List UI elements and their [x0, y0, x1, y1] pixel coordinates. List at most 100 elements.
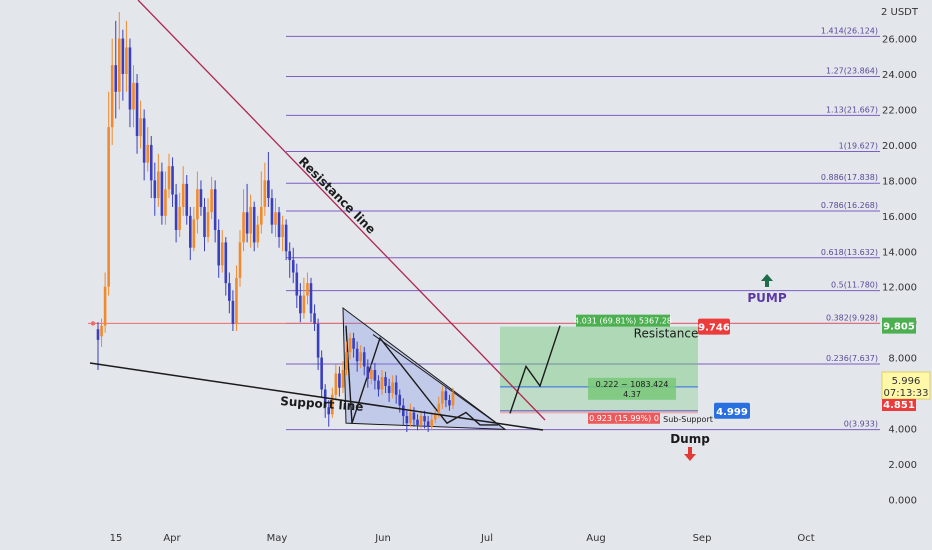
candle-body — [107, 127, 110, 287]
candle-body — [387, 385, 391, 394]
triangle-pattern-layer — [342, 306, 507, 430]
y-tick-label: 22.000 — [882, 105, 917, 116]
resistance-price-text: 9.805 — [883, 322, 915, 333]
axes-layer: 0.0002.0004.0006.0008.00010.00012.00014.… — [110, 7, 931, 544]
candle-body — [110, 65, 114, 128]
y-tick-label: 18.000 — [882, 176, 917, 187]
position-bottom-label: 0.923 (15.99%) 0 — [589, 414, 659, 423]
candle-body — [146, 144, 149, 163]
candle-body — [441, 391, 444, 404]
support-badge-text: 4.999 — [716, 407, 748, 418]
candle-body — [405, 416, 409, 424]
fib-label: 1.13(21.667) — [826, 105, 878, 114]
candle-body — [171, 166, 174, 195]
candle-body — [373, 369, 377, 381]
target-badge-text: 9.746 — [698, 323, 730, 334]
y-tick-label: 0.000 — [888, 495, 917, 506]
candle-body — [348, 338, 352, 353]
candle-body — [299, 295, 302, 314]
candle-body — [345, 352, 348, 370]
candle-body — [302, 295, 306, 314]
candle-body — [433, 414, 437, 420]
candle-body — [164, 189, 167, 216]
candle-body — [231, 300, 235, 324]
current-price-text: 5.996 — [892, 376, 921, 387]
candle-body — [416, 419, 419, 425]
candle-body — [245, 212, 249, 234]
sub-support-price-text: 4.851 — [883, 400, 915, 411]
candle-body — [377, 380, 380, 390]
support-badge[interactable] — [714, 402, 750, 419]
candle-body — [142, 118, 146, 163]
candle-body — [181, 183, 185, 207]
x-tick-label: Oct — [797, 533, 814, 544]
support-trendline — [89, 362, 544, 431]
fib-label: 0.5(11.780) — [831, 281, 878, 290]
candle-body — [448, 400, 451, 406]
candle-body — [114, 65, 118, 92]
candle-body — [341, 369, 345, 388]
candle-body — [149, 144, 153, 181]
y-tick-label: 14.000 — [882, 247, 917, 258]
position-mid-line1: 0.222 ~ 1083.424 — [596, 380, 669, 389]
candle-body — [359, 352, 362, 362]
pump-label: PUMP — [747, 291, 786, 305]
trendlines-layer — [89, 0, 561, 431]
candle-body — [125, 47, 128, 75]
x-tick-label: Jul — [480, 533, 493, 544]
candle-body — [196, 189, 199, 220]
y-tick-label: 4.000 — [888, 424, 917, 435]
y-tick-label: 16.000 — [882, 212, 917, 223]
candle-body — [132, 82, 135, 110]
dump-label: Dump — [670, 432, 710, 446]
candle-body — [263, 180, 267, 207]
candle-body — [157, 171, 160, 199]
candle-body — [203, 206, 206, 238]
fib-label: 0.618(13.632) — [821, 248, 878, 257]
candle-body — [139, 118, 142, 137]
candle-body — [384, 377, 387, 386]
candle-body — [167, 166, 171, 190]
candle-body — [260, 206, 263, 225]
candle-body — [313, 313, 316, 324]
candle-body — [338, 373, 341, 388]
candle-body — [96, 329, 100, 340]
y-tick-label: 26.000 — [882, 35, 917, 46]
y-tick-label: 12.000 — [882, 283, 917, 294]
position-top-tag — [576, 314, 670, 327]
candle-body — [281, 224, 284, 238]
falling-wedge-shape — [342, 306, 507, 430]
position-bottom-tag — [588, 412, 660, 424]
candle-body — [423, 416, 426, 422]
reference-dot — [90, 321, 96, 326]
x-tick-label: Apr — [163, 533, 181, 544]
candles-layer — [96, 12, 455, 433]
candle-body — [213, 189, 217, 230]
candle-body — [288, 251, 291, 261]
position-top-label: 4.031 (69.81%) 5367.28 — [574, 317, 672, 326]
candle-body — [284, 224, 288, 252]
wedge-upper-line — [372, 334, 506, 430]
fib-label: 1.414(26.124) — [821, 26, 878, 35]
dump-arrow-icon — [684, 447, 696, 461]
candle-body — [331, 394, 334, 415]
candle-body — [160, 171, 164, 216]
x-tick-label: 15 — [110, 533, 123, 544]
stop-loss-zone — [500, 410, 698, 414]
candle-body — [366, 366, 370, 379]
y-tick-label: 24.000 — [882, 70, 917, 81]
x-tick-label: Aug — [586, 533, 606, 544]
current-price-marker — [881, 371, 931, 400]
candle-body — [419, 416, 423, 425]
candle-body — [220, 242, 224, 266]
candle-body — [370, 369, 373, 379]
target-badge[interactable] — [698, 318, 730, 335]
x-tick-label: Jun — [374, 533, 391, 544]
candle-body — [206, 212, 210, 238]
candle-body — [277, 212, 281, 238]
candle-body — [394, 382, 398, 395]
candle-body — [178, 206, 181, 230]
fib-label: 0.886(17.838) — [821, 173, 878, 182]
